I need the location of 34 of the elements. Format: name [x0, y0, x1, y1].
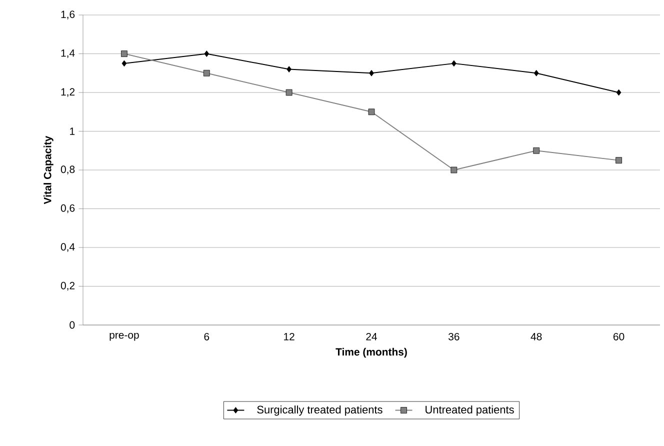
point [369, 70, 374, 76]
point [286, 66, 292, 72]
point [534, 70, 539, 76]
point [616, 157, 622, 164]
point [450, 166, 458, 174]
y-tick-label: 1 [70, 128, 75, 135]
point [286, 89, 292, 96]
x-tick-label: 24 [366, 332, 377, 340]
y-tick-label: 1,4 [61, 49, 75, 58]
x-tick-label: pre-op [110, 332, 139, 341]
x-tick-label: 60 [613, 332, 624, 340]
y-tick-label: 0,8 [60, 166, 75, 174]
point [121, 50, 128, 57]
x-tick-label: 12 [284, 332, 294, 340]
point [204, 50, 210, 57]
x-axis-title: Time (months) [336, 348, 407, 358]
x-tick-label: 6 [204, 332, 210, 340]
legend-label: Surgically treated patients [257, 405, 382, 416]
point [451, 60, 456, 67]
point [122, 60, 127, 67]
point [368, 108, 375, 116]
point [533, 147, 540, 154]
point [616, 89, 622, 96]
y-tick-label: 0,2 [60, 282, 75, 291]
point [203, 70, 210, 76]
y-tick-label: 1,6 [61, 10, 75, 20]
y-tick-label: 0 [70, 321, 75, 329]
y-tick-label: 0,4 [60, 243, 75, 252]
x-tick-label: 36 [448, 332, 460, 340]
y-tick-label: 0,6 [60, 204, 75, 214]
y-tick-label: 1,2 [61, 88, 75, 97]
legend-label: Untreated patients [426, 405, 514, 416]
x-tick-label: 48 [530, 332, 542, 340]
y-axis-title: Vital Capacity [44, 136, 54, 204]
